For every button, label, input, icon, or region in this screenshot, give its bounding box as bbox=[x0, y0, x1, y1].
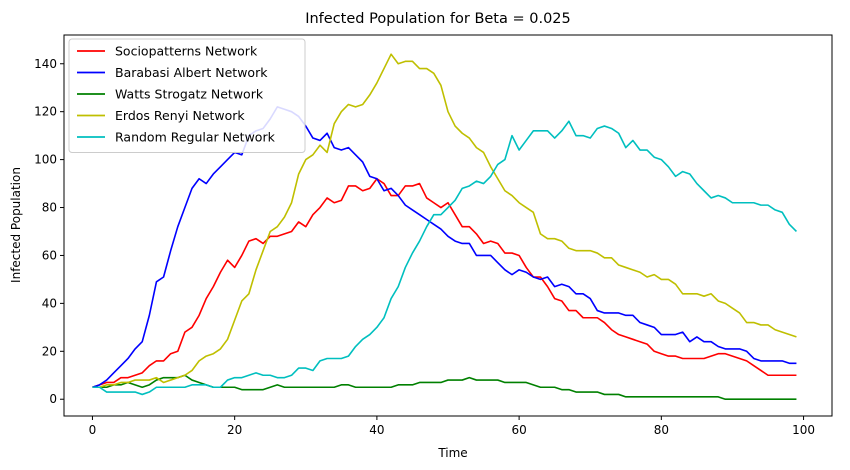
axes-frame bbox=[63, 34, 833, 417]
y-tick-label: 40 bbox=[42, 296, 57, 310]
y-axis-label: Infected Population bbox=[9, 167, 23, 283]
y-tick-label: 140 bbox=[34, 57, 57, 71]
y-tick-label: 60 bbox=[42, 248, 57, 262]
y-tick-label: 0 bbox=[49, 392, 57, 406]
y-tick-label: 80 bbox=[42, 201, 57, 215]
x-tick-label: 0 bbox=[89, 423, 97, 437]
legend-label: Erdos Renyi Network bbox=[115, 108, 245, 123]
x-tick-label: 20 bbox=[227, 423, 242, 437]
x-tick-label: 60 bbox=[511, 423, 526, 437]
x-tick-label: 80 bbox=[654, 423, 669, 437]
legend: Sociopatterns Network Barabasi Albert Net… bbox=[68, 38, 306, 153]
x-axis-label: Time bbox=[437, 446, 467, 460]
y-tick-label: 20 bbox=[42, 344, 57, 358]
y-axis-ticks: 0 20 40 60 80 100 120 140 bbox=[34, 57, 64, 406]
series-line-barabasi-albert-network bbox=[92, 106, 797, 389]
y-tick-label: 120 bbox=[34, 105, 57, 119]
legend-box bbox=[68, 38, 306, 153]
legend-label: Sociopatterns Network bbox=[115, 44, 258, 59]
plot-lines bbox=[92, 53, 798, 401]
series-line-erdos-renyi-network bbox=[92, 53, 797, 389]
chart-title: Infected Population for Beta = 0.025 bbox=[305, 11, 571, 27]
legend-label: Barabasi Albert Network bbox=[115, 65, 268, 80]
legend-label: Watts Strogatz Network bbox=[115, 87, 264, 102]
legend-label: Random Regular Network bbox=[115, 130, 276, 145]
x-axis-ticks: 0 20 40 60 80 100 bbox=[89, 416, 815, 437]
x-tick-label: 100 bbox=[792, 423, 815, 437]
y-tick-label: 100 bbox=[34, 153, 57, 167]
series-line-sociopatterns-network bbox=[92, 177, 797, 389]
series-line-random-regular-network bbox=[92, 120, 798, 396]
x-tick-label: 40 bbox=[369, 423, 384, 437]
